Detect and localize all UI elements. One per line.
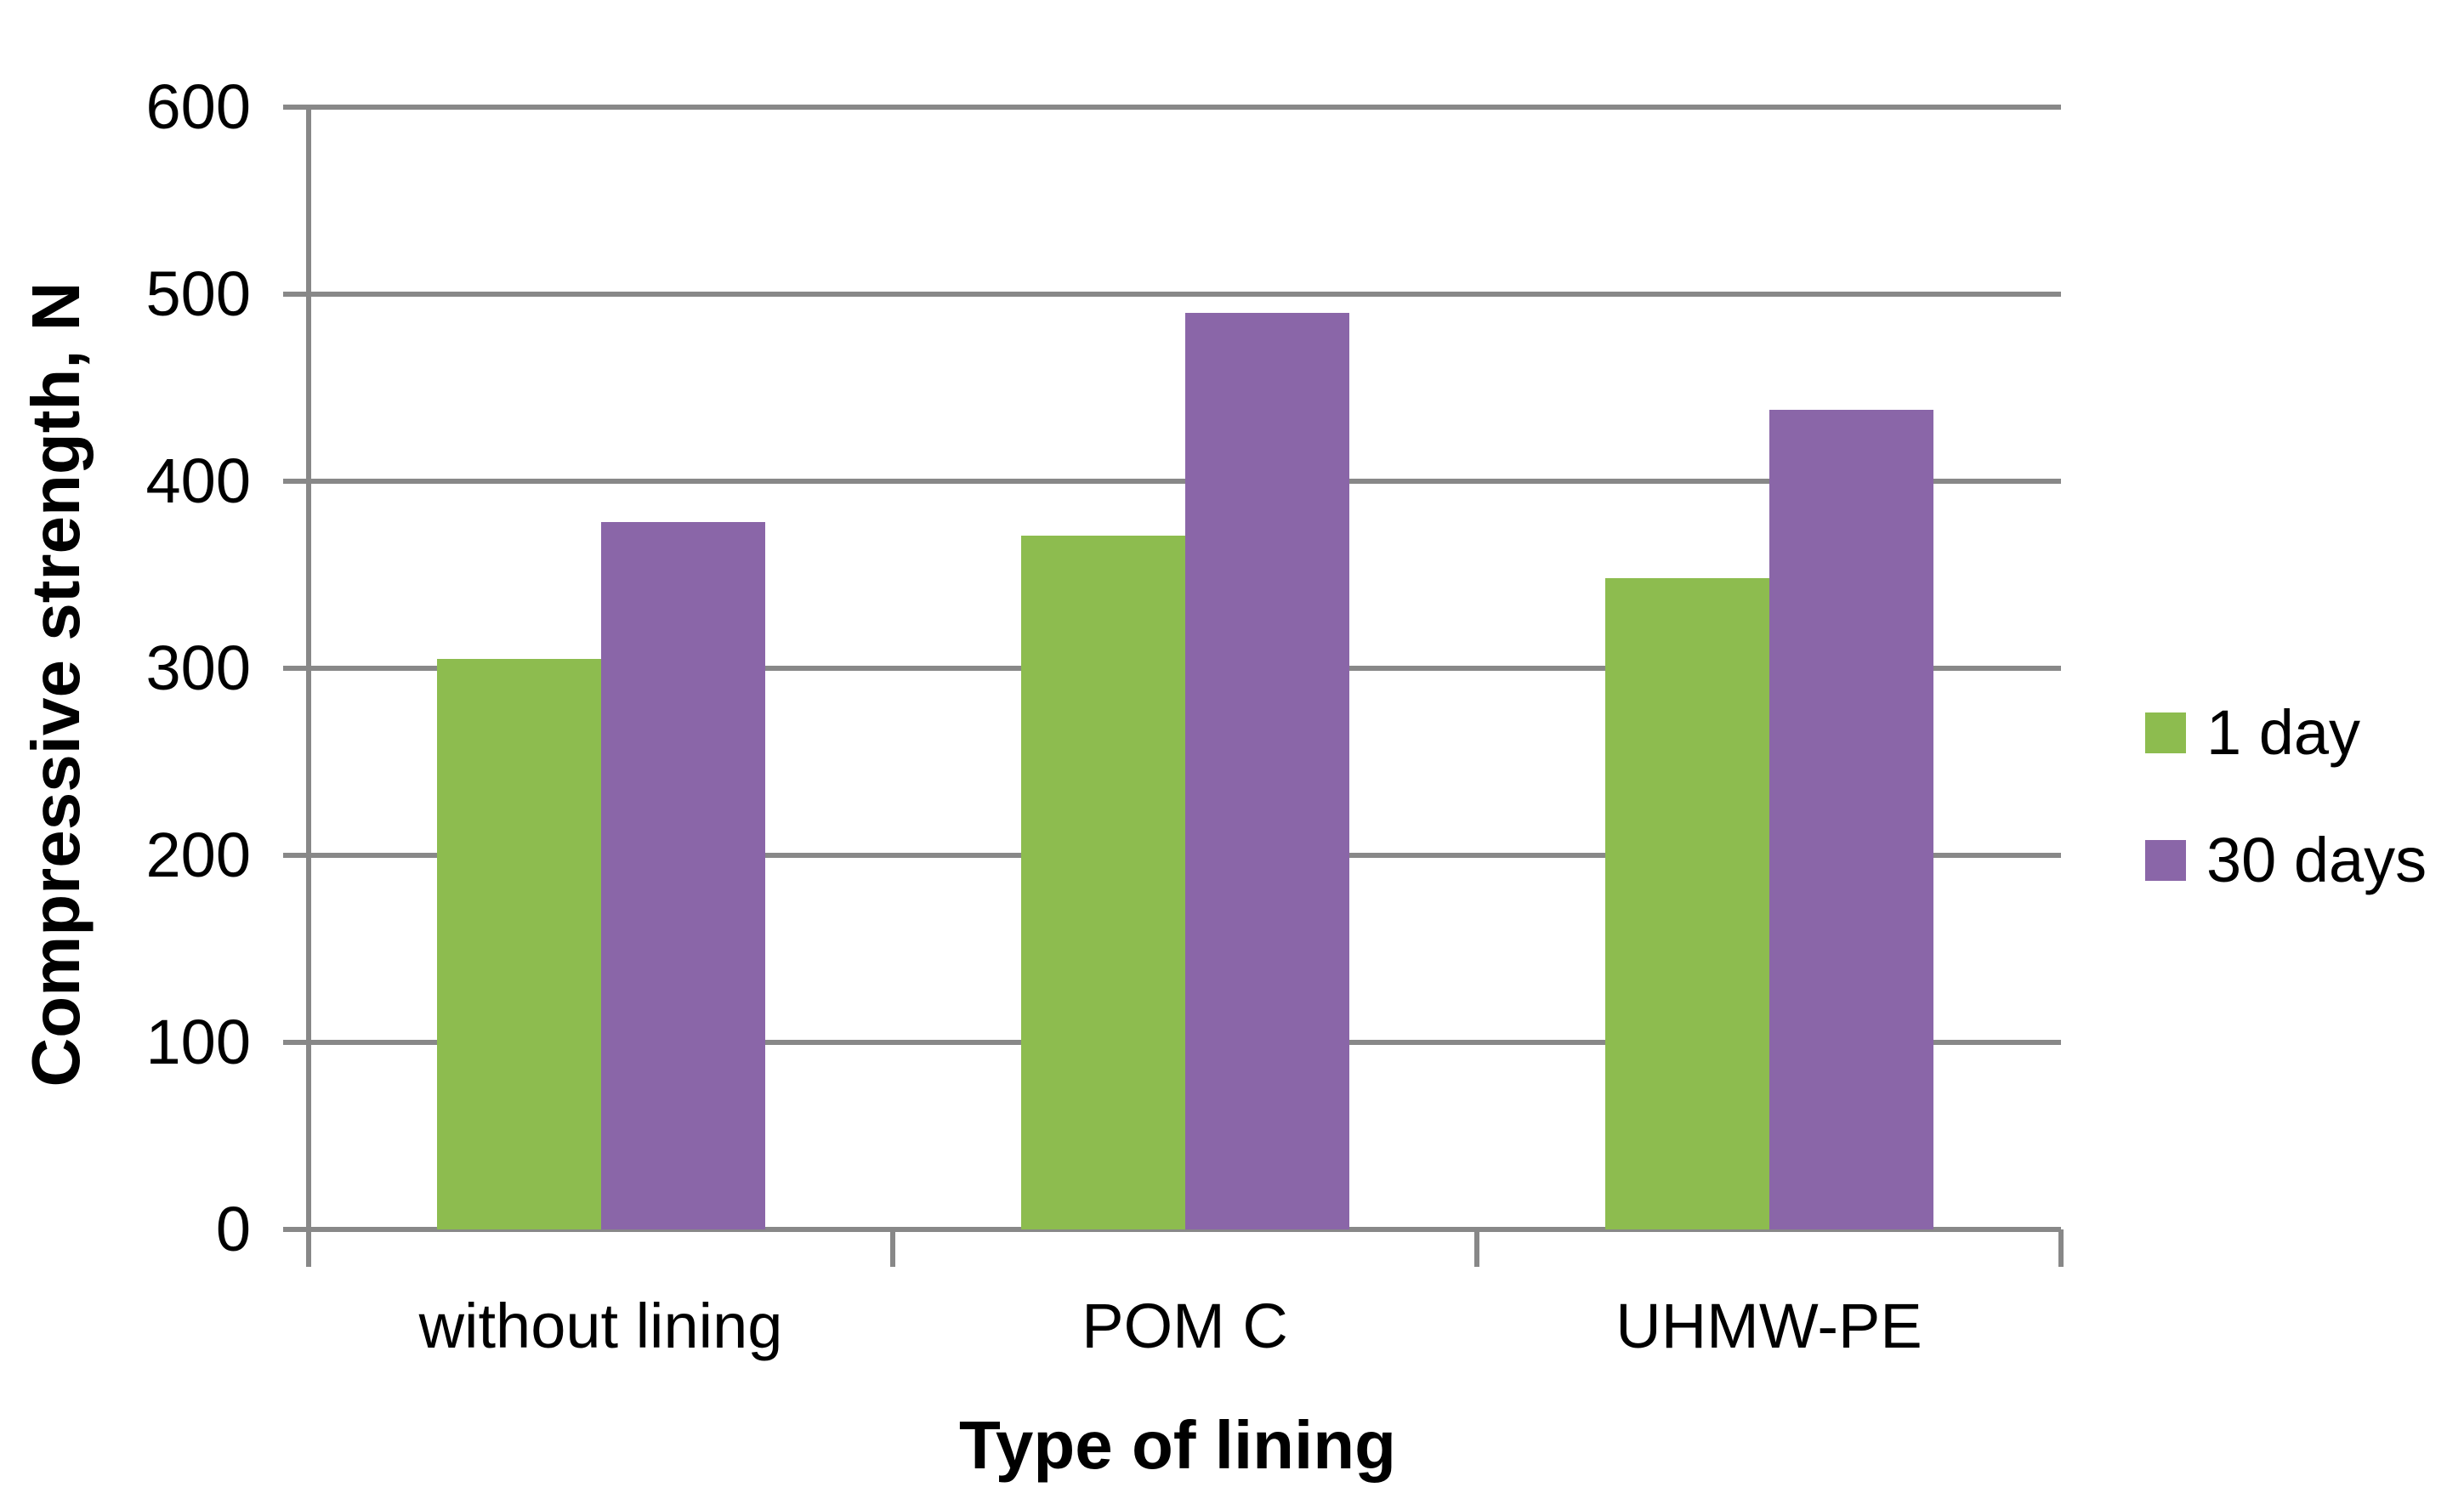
y-tick-label-500: 500: [145, 258, 251, 329]
bar-uhmw-pe-1-day: [1604, 578, 1769, 1229]
y-axis-tick-400: [283, 479, 309, 484]
legend-label-1-day: 1 day: [2206, 697, 2361, 768]
y-axis-tick-600: [283, 105, 309, 110]
legend-swatch-1-day: [2145, 712, 2186, 753]
x-axis-tick-3: [2058, 1229, 2064, 1267]
y-axis-tick-300: [283, 666, 309, 671]
bar-pom-c-30-days: [1184, 313, 1349, 1229]
gridline-600: [309, 105, 2061, 110]
x-axis-tick-2: [1474, 1229, 1479, 1267]
x-axis-title: Type of lining: [958, 1407, 1397, 1483]
x-axis-tick-0: [306, 1229, 311, 1267]
legend-entry-30-days: 30 days: [2145, 818, 2427, 903]
x-axis-tick-1: [890, 1229, 895, 1267]
bar-pom-c-1-day: [1020, 535, 1185, 1229]
gridline-500: [309, 292, 2061, 297]
x-category-label-without-lining: without lining: [418, 1291, 783, 1361]
y-tick-label-400: 400: [145, 446, 251, 516]
y-tick-label-300: 300: [145, 633, 251, 703]
x-category-label-uhmw-pe: UHMW-PE: [1615, 1291, 1922, 1361]
y-tick-label-200: 200: [145, 820, 251, 890]
y-axis-tick-200: [283, 853, 309, 858]
legend-entry-1-day: 1 day: [2145, 690, 2360, 775]
bar-without-lining-1-day: [436, 659, 601, 1229]
bar-without-lining-30-days: [600, 522, 765, 1229]
y-axis-tick-100: [283, 1040, 309, 1045]
legend-label-30-days: 30 days: [2206, 825, 2427, 895]
bar-uhmw-pe-30-days: [1769, 410, 1933, 1229]
y-tick-label-600: 600: [145, 71, 251, 142]
legend-swatch-30-days: [2145, 840, 2186, 881]
y-axis-line: [306, 107, 311, 1267]
x-category-label-pom-c: POM C: [1082, 1291, 1288, 1361]
y-tick-label-0: 0: [215, 1194, 251, 1264]
y-axis-title: Compressive strength, N: [18, 281, 94, 1087]
y-tick-label-100: 100: [145, 1007, 251, 1077]
y-axis-tick-500: [283, 292, 309, 297]
y-axis-tick-0: [283, 1227, 309, 1232]
gridline-0: [309, 1227, 2061, 1232]
